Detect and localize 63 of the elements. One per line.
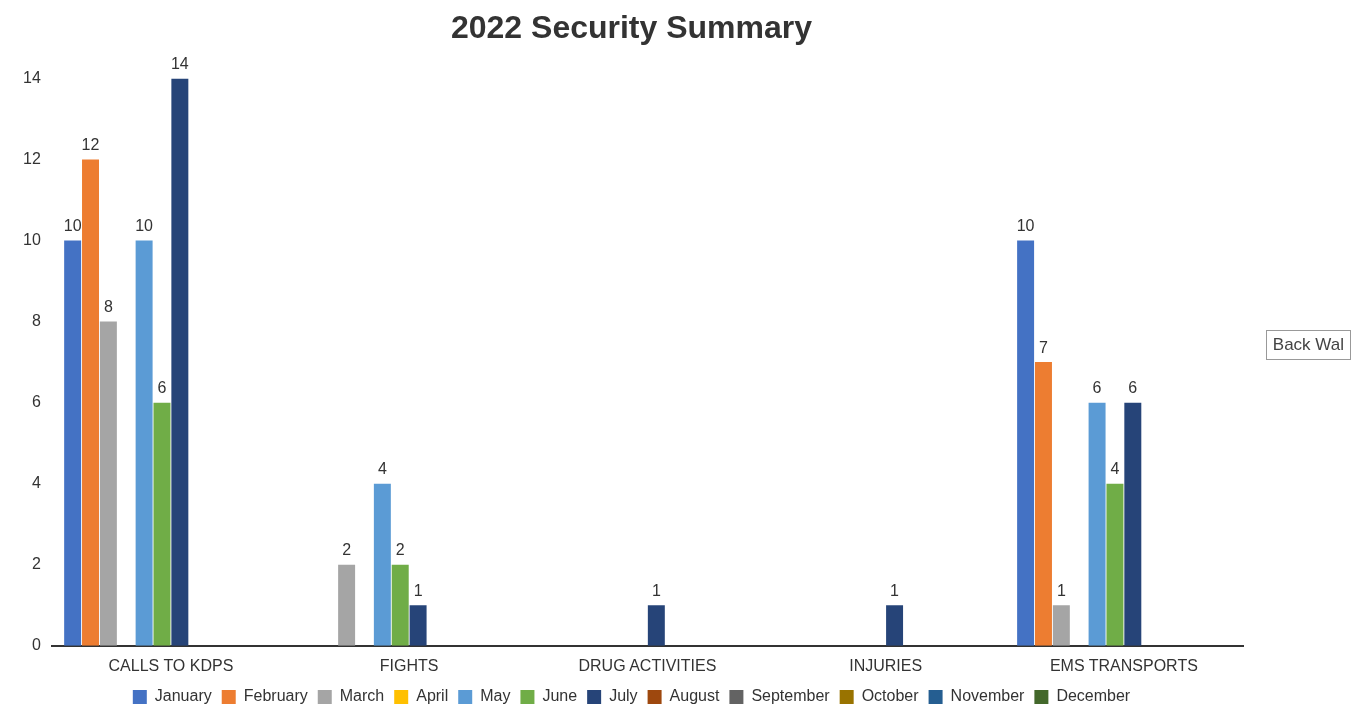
bar [391,564,409,646]
y-tick-label: 4 [31,474,41,492]
bar [338,564,356,646]
x-tick-label: FIGHTS [379,656,439,674]
bar [1106,483,1124,646]
legend-label: September [751,687,831,705]
bar [647,605,665,646]
legend-label: August [669,687,720,705]
data-label: 6 [1128,379,1138,397]
data-label: 6 [157,379,167,397]
data-label: 10 [135,216,154,234]
y-tick-label: 0 [31,636,41,654]
legend-label: June [542,687,578,705]
bar [135,240,153,646]
x-tick-label: DRUG ACTIVITIES [578,656,717,674]
data-label: 4 [1110,460,1120,478]
data-label: 10 [1016,216,1035,234]
data-label: 2 [342,541,352,559]
bar [82,159,99,646]
bar [1034,362,1052,646]
data-label: 6 [1092,379,1102,397]
legend-label: March [339,687,385,705]
data-label: 10 [63,216,82,234]
legend-label: May [480,687,511,705]
x-tick-label: INJURIES [849,656,923,674]
legend-label: October [861,687,920,705]
bar [409,605,427,646]
data-label: 2 [395,541,405,559]
legend-label: November [950,687,1026,705]
y-tick-label: 12 [23,149,41,167]
chart-title: 2022 Security Summary [450,9,813,46]
bar [64,240,82,646]
legend-label: April [416,687,449,705]
data-label: 12 [81,135,100,153]
bar [171,78,189,646]
bar [886,605,904,646]
text: Back Wal [1265,330,1351,360]
bar [1017,240,1035,646]
data-label: 1 [1056,581,1066,599]
y-tick-label: 8 [31,311,41,329]
legend-label: December [1056,687,1131,705]
data-label: 1 [413,581,423,599]
y-tick-label: 10 [23,230,41,248]
y-tick-label: 2 [31,555,41,573]
bar [1124,402,1142,646]
y-tick-label: 6 [31,393,41,411]
data-label: 14 [170,54,189,72]
y-tick-label: 14 [23,68,41,86]
bar [1088,402,1106,646]
bar [1052,605,1070,646]
data-label: 1 [651,581,661,599]
bar [373,483,391,646]
x-tick-label: EMS TRANSPORTS [1049,656,1198,674]
data-label: 4 [377,460,387,478]
legend-label: January [154,687,212,705]
x-tick-label: CALLS TO KDPS [108,656,234,674]
bar [153,402,171,646]
legend-label: July [609,687,638,705]
bar [99,321,117,646]
data-label: 8 [103,297,113,315]
legend-label: February [243,687,308,705]
data-label: 7 [1039,338,1049,356]
data-label: 1 [890,581,900,599]
